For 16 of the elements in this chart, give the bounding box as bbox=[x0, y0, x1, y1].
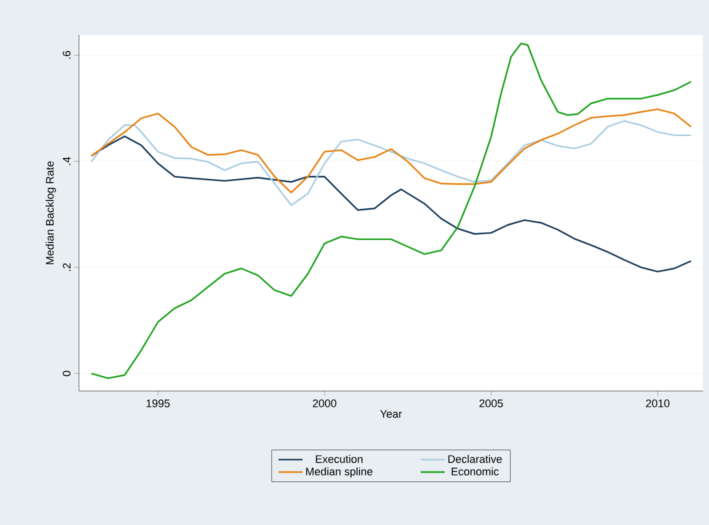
legend-label: Declarative bbox=[448, 454, 502, 463]
x-tick-label: 2010 bbox=[646, 400, 670, 408]
x-tick-label: 2005 bbox=[479, 400, 503, 408]
y-tick-label: .2 bbox=[62, 263, 70, 271]
y-axis-title: Median Backlog Rate bbox=[46, 161, 56, 264]
line-series bbox=[90, 108, 692, 194]
x-tick-label: 1995 bbox=[146, 400, 170, 408]
legend-label: Economic bbox=[452, 467, 499, 476]
y-tick-label: .4 bbox=[62, 157, 70, 165]
line-series bbox=[90, 136, 692, 272]
x-axis-title: Year bbox=[380, 410, 402, 418]
legend-label: Median spline bbox=[306, 467, 372, 478]
y-tick-label: 0 bbox=[62, 370, 70, 376]
legend-label: Execution bbox=[316, 454, 362, 463]
x-tick-label: 2000 bbox=[312, 400, 336, 408]
y-tick-label: .6 bbox=[62, 51, 70, 59]
